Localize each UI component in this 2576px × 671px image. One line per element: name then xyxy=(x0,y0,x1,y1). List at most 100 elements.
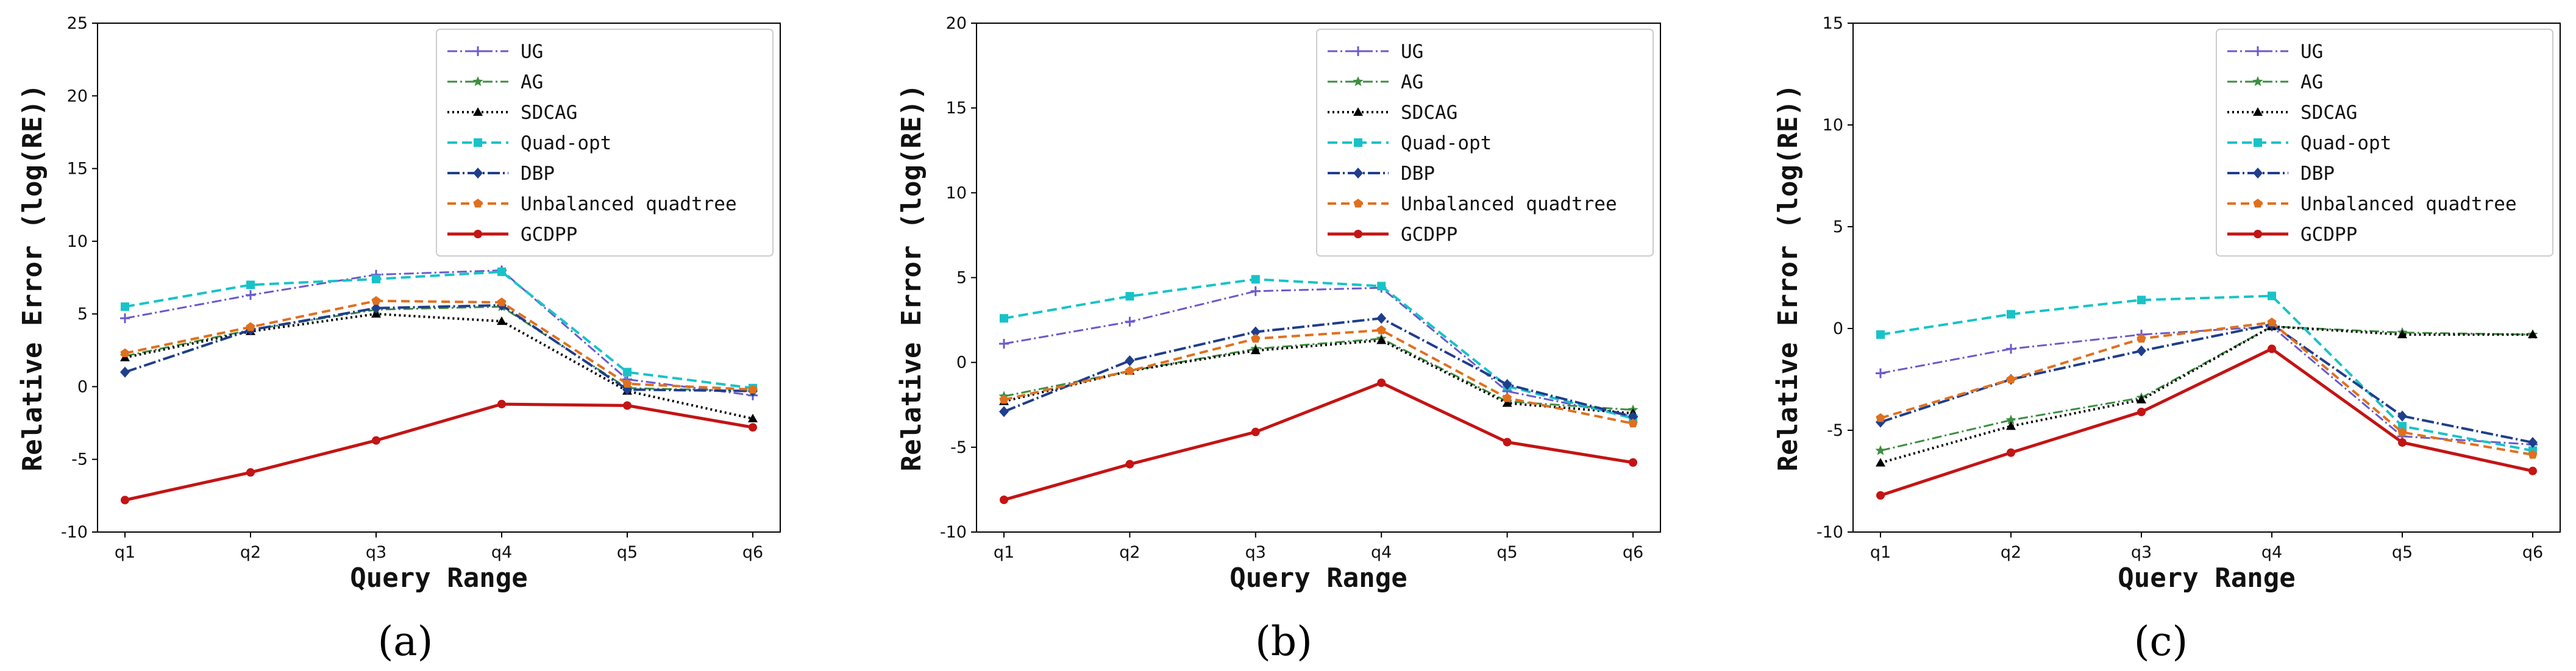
series-ag xyxy=(998,333,1638,414)
legend-label: GCDPP xyxy=(1401,224,1457,246)
chart-panel-2: -10 -5 0 5 10 15 20 q1 q2 q3 q4 q5 q6 Query Range Rela… xyxy=(896,14,1661,665)
panel-caption: (b) xyxy=(1255,618,1312,665)
x-tick-label: q2 xyxy=(240,543,261,562)
series-unbalanced-quadtree xyxy=(1876,318,2538,459)
legend-item-unbalanced-quadtree: Unbalanced quadtree xyxy=(2227,193,2517,215)
legend-label: UG xyxy=(521,41,543,63)
plot-frame xyxy=(1852,23,2561,533)
series-quad-opt xyxy=(1876,291,2537,455)
legend-marker xyxy=(1353,168,1363,179)
y-axis-label: Relative Error (log(RE)) xyxy=(1773,84,1804,472)
legend-label: DBP xyxy=(2300,163,2335,185)
data-point xyxy=(1250,346,1261,355)
series-line xyxy=(1003,381,1634,502)
panel-caption: (c) xyxy=(2134,618,2188,665)
y-tick-label: 25 xyxy=(67,14,88,33)
series-quad-opt xyxy=(1000,275,1637,423)
legend-label: AG xyxy=(2300,71,2323,93)
legend-item-ag: AG xyxy=(1328,71,1423,93)
data-point xyxy=(120,313,130,324)
series-dbp xyxy=(120,299,758,397)
x-tick-label: q2 xyxy=(2001,543,2021,562)
x-tick-label: q6 xyxy=(1623,543,1643,562)
legend-label: AG xyxy=(521,71,543,93)
x-tick-label: q3 xyxy=(2131,543,2152,562)
legend-marker xyxy=(473,168,483,179)
data-point xyxy=(1251,275,1260,284)
data-point xyxy=(2267,318,2277,327)
y-tick-label: 15 xyxy=(1823,14,1843,33)
data-point xyxy=(2137,345,2146,357)
legend-marker xyxy=(2253,107,2263,116)
data-point xyxy=(2528,437,2538,449)
series-line xyxy=(1880,325,2533,452)
legend-label: Quad-opt xyxy=(2300,132,2391,154)
data-point xyxy=(120,348,130,357)
data-point xyxy=(121,495,129,505)
x-axis-label: Query Range xyxy=(350,563,527,594)
data-point xyxy=(1125,366,1134,375)
data-point xyxy=(1250,286,1261,296)
legend-marker xyxy=(2253,199,2263,208)
data-point xyxy=(1876,413,1885,422)
legend: UG AG SDCAG Quad-opt DBP Unbalanced quadtree G… xyxy=(436,29,774,257)
data-point xyxy=(999,339,1009,349)
series-line xyxy=(124,304,753,392)
legend-marker xyxy=(2254,230,2262,238)
data-point xyxy=(2528,466,2537,475)
data-point xyxy=(2398,438,2407,447)
data-point xyxy=(372,436,380,445)
series-line xyxy=(1880,323,2533,444)
chart-panel-1: -10 -5 0 5 10 15 20 25 q1 q2 q3 q4 q5 q6 Query Range Re… xyxy=(17,14,781,665)
legend-item-ag: AG xyxy=(447,71,543,93)
data-point xyxy=(371,302,381,314)
legend-label: GCDPP xyxy=(521,224,577,246)
legend-item-sdcag: SDCAG xyxy=(447,102,577,124)
data-point xyxy=(1125,460,1134,469)
legend-marker xyxy=(1354,138,1362,147)
legend-item-unbalanced-quadtree: Unbalanced quadtree xyxy=(447,193,737,215)
y-tick-label: 0 xyxy=(1833,319,1843,338)
data-point xyxy=(1376,335,1387,344)
data-point xyxy=(1000,495,1008,505)
legend-marker xyxy=(474,138,482,147)
plot-frame xyxy=(97,23,781,533)
legend-marker xyxy=(472,76,483,87)
legend-label: DBP xyxy=(521,163,555,185)
x-tick-label: q3 xyxy=(1245,543,1266,562)
data-point xyxy=(2137,394,2146,403)
data-point xyxy=(2528,450,2538,459)
data-point xyxy=(120,366,130,378)
series-line xyxy=(124,269,753,397)
y-tick-label: 15 xyxy=(67,160,88,179)
y-tick-label: 5 xyxy=(77,305,88,324)
x-tick-label: q1 xyxy=(1870,543,1891,562)
y-tick-label: 5 xyxy=(956,269,967,288)
series-ag xyxy=(1875,321,2538,455)
series-line xyxy=(124,402,753,502)
legend: UG AG SDCAG Quad-opt DBP Unbalanced quadtree G… xyxy=(1316,29,1654,257)
data-point xyxy=(1502,398,1512,407)
y-tick-label: -5 xyxy=(1827,421,1843,440)
data-point xyxy=(1376,325,1386,335)
series-line xyxy=(1880,321,2533,456)
series-line xyxy=(1880,325,2533,446)
data-point xyxy=(749,423,757,432)
data-point xyxy=(2397,410,2407,422)
data-point xyxy=(1251,427,1260,436)
x-tick-label: q6 xyxy=(742,543,763,562)
legend-item-sdcag: SDCAG xyxy=(1328,102,1457,124)
data-point xyxy=(1503,393,1512,402)
legend-marker xyxy=(473,199,483,208)
legend-box xyxy=(436,29,774,257)
legend-marker xyxy=(1353,46,1363,56)
y-tick-label: -10 xyxy=(61,523,88,542)
legend-label: SDCAG xyxy=(521,102,577,124)
data-point xyxy=(2006,344,2016,354)
data-point xyxy=(1503,438,1512,447)
y-tick-label: -5 xyxy=(950,438,967,457)
legend-item-quad-opt: Quad-opt xyxy=(1328,132,1492,154)
data-point xyxy=(371,296,381,305)
legend-marker xyxy=(473,46,483,56)
legend-item-gcdpp: GCDPP xyxy=(1328,224,1457,246)
